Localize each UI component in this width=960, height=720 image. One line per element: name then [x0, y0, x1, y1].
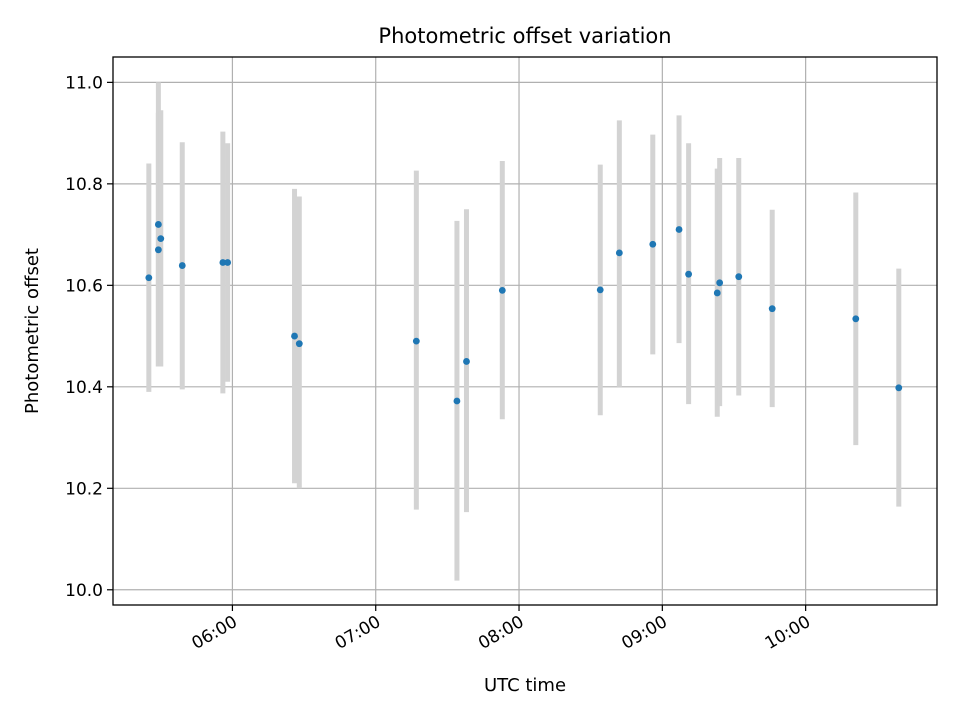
data-point — [154, 221, 162, 228]
x-axis-label: UTC time — [484, 675, 566, 696]
data-point — [154, 246, 162, 254]
data-point — [498, 287, 506, 294]
data-point — [615, 249, 623, 257]
y-axis-label: Photometric offset — [22, 248, 43, 414]
data-point — [713, 289, 721, 297]
data-point — [852, 315, 860, 323]
plot-frame — [112, 56, 938, 606]
data-point — [675, 226, 683, 233]
data-point — [178, 262, 186, 269]
y-tick-label: 10.4 — [65, 378, 103, 398]
data-point — [596, 286, 604, 294]
y-tick-label: 10.2 — [65, 479, 103, 499]
chart-title: Photometric offset variation — [378, 24, 671, 48]
data-point — [291, 332, 298, 340]
y-tick-label: 10.6 — [65, 276, 103, 296]
data-point — [145, 274, 153, 282]
data-point — [224, 259, 232, 266]
data-point — [412, 337, 420, 345]
data-point — [463, 358, 470, 365]
data-point — [768, 305, 776, 313]
data-point — [895, 384, 903, 392]
data-point — [735, 273, 743, 281]
y-tick-label: 10.0 — [65, 581, 103, 601]
y-tick-label: 10.8 — [65, 175, 103, 195]
point-layer — [145, 221, 903, 405]
data-point — [685, 270, 693, 278]
data-point — [716, 279, 724, 287]
data-point — [219, 259, 227, 266]
data-point — [295, 340, 303, 348]
data-point — [157, 235, 165, 243]
data-point — [649, 240, 657, 248]
grid-layer — [113, 57, 937, 605]
y-tick-label: 11.0 — [65, 73, 103, 93]
data-point — [453, 397, 461, 405]
